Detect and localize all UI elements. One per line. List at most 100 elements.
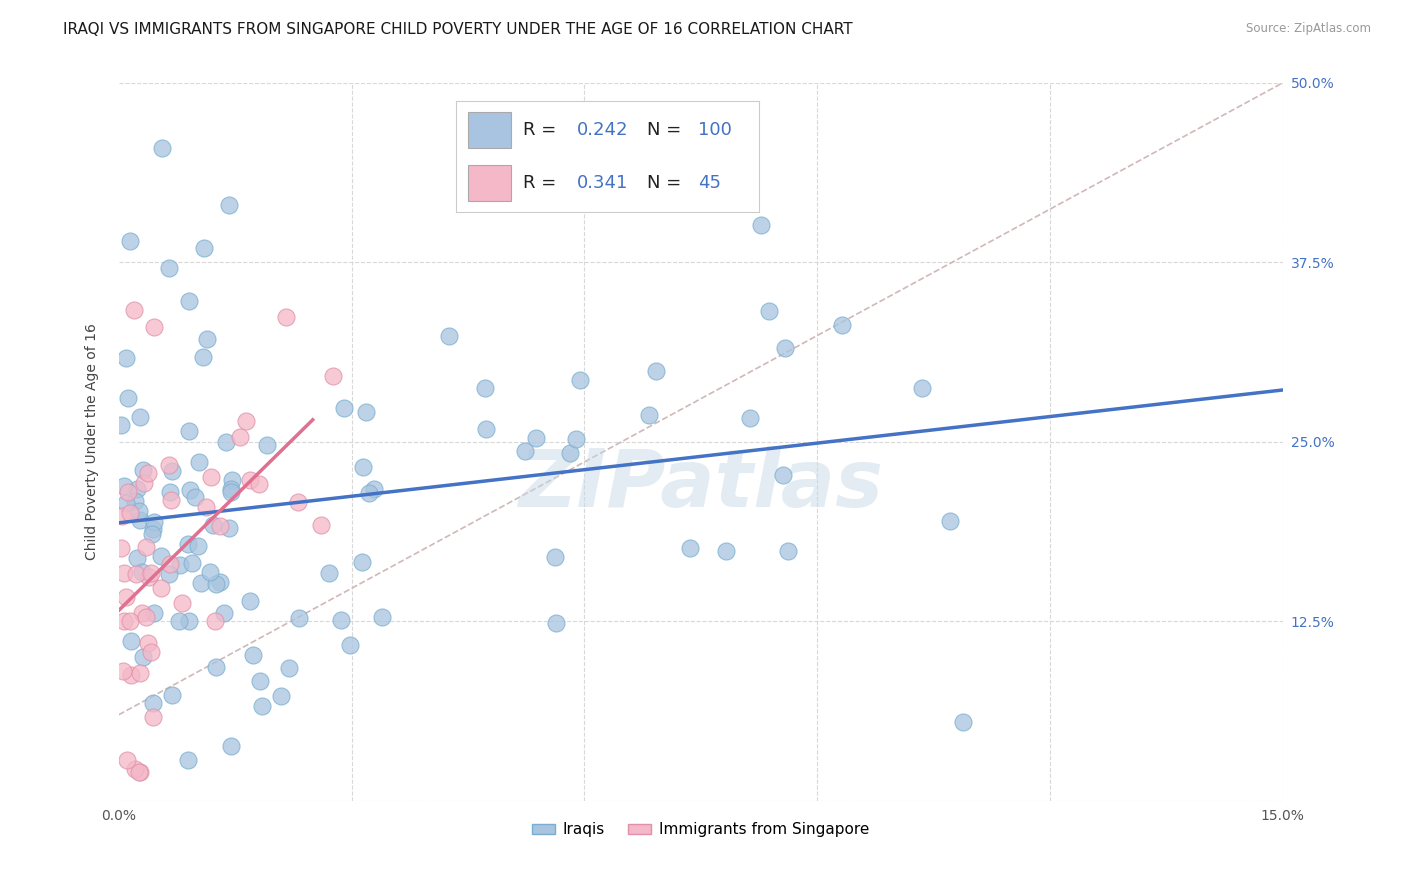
Point: [179, 294, 201, 309]
Point: [187, 540, 209, 554]
Point: [214, 606, 236, 620]
Point: [638, 409, 661, 423]
Point: [714, 544, 737, 558]
Point: [131, 606, 153, 620]
Point: [169, 558, 191, 572]
Point: [114, 351, 136, 366]
Point: [124, 302, 146, 317]
Point: [322, 369, 344, 384]
Point: [176, 537, 198, 551]
Point: [219, 739, 242, 754]
Point: [124, 762, 146, 776]
Point: [179, 483, 201, 497]
Point: [330, 613, 353, 627]
Point: [159, 484, 181, 499]
Point: [475, 422, 498, 436]
Point: [204, 660, 226, 674]
Point: [112, 614, 135, 628]
Point: [139, 566, 162, 581]
Point: [250, 698, 273, 713]
Point: [150, 140, 173, 154]
Point: [276, 310, 298, 325]
Point: [208, 519, 231, 533]
Point: [333, 401, 356, 415]
Point: [565, 432, 588, 446]
Point: [198, 565, 221, 579]
Point: [229, 430, 252, 444]
Point: [118, 614, 141, 628]
Point: [352, 460, 374, 475]
Point: [952, 714, 974, 729]
Point: [129, 665, 152, 680]
Point: [136, 466, 159, 480]
Point: [117, 391, 139, 405]
Point: [218, 198, 240, 212]
Point: [136, 635, 159, 649]
Point: [195, 500, 218, 514]
Point: [115, 495, 138, 509]
Point: [371, 609, 394, 624]
Point: [749, 218, 772, 232]
Point: [157, 261, 180, 276]
Point: [177, 424, 200, 438]
Point: [142, 710, 165, 724]
Point: [339, 638, 361, 652]
Point: [160, 493, 183, 508]
Point: [111, 665, 134, 679]
Point: [120, 634, 142, 648]
Point: [128, 764, 150, 779]
Point: [172, 596, 194, 610]
Point: [772, 468, 794, 483]
Point: [242, 648, 264, 662]
Point: [350, 555, 373, 569]
Point: [218, 521, 240, 535]
Point: [159, 557, 181, 571]
Point: [138, 570, 160, 584]
Point: [256, 438, 278, 452]
Point: [120, 506, 142, 520]
Point: [177, 753, 200, 767]
Point: [644, 364, 666, 378]
Point: [354, 405, 377, 419]
Point: [219, 484, 242, 499]
Point: [569, 373, 592, 387]
Point: [135, 541, 157, 555]
Point: [132, 476, 155, 491]
Point: [311, 518, 333, 533]
Point: [125, 550, 148, 565]
Point: [132, 463, 155, 477]
Point: [558, 446, 581, 460]
Point: [143, 320, 166, 334]
Point: [270, 690, 292, 704]
Point: [775, 341, 797, 355]
Point: [115, 590, 138, 604]
Point: [287, 494, 309, 508]
Point: [204, 614, 226, 628]
Point: [125, 483, 148, 497]
Point: [120, 668, 142, 682]
Text: IRAQI VS IMMIGRANTS FROM SINGAPORE CHILD POVERTY UNDER THE AGE OF 16 CORRELATION: IRAQI VS IMMIGRANTS FROM SINGAPORE CHILD…: [63, 22, 853, 37]
Point: [586, 169, 609, 184]
Point: [177, 614, 200, 628]
Point: [187, 455, 209, 469]
Point: [115, 753, 138, 767]
Point: [117, 484, 139, 499]
Point: [128, 504, 150, 518]
Point: [235, 414, 257, 428]
Point: [143, 606, 166, 620]
Point: [131, 565, 153, 579]
Point: [132, 649, 155, 664]
Point: [129, 409, 152, 424]
Point: [142, 696, 165, 710]
Point: [160, 464, 183, 478]
Point: [181, 556, 204, 570]
Point: [193, 350, 215, 364]
Point: [247, 477, 270, 491]
Point: [359, 486, 381, 500]
Point: [135, 610, 157, 624]
Point: [195, 332, 218, 346]
Y-axis label: Child Poverty Under the Age of 16: Child Poverty Under the Age of 16: [86, 324, 100, 560]
Point: [524, 431, 547, 445]
Point: [120, 234, 142, 248]
Point: [157, 458, 180, 472]
